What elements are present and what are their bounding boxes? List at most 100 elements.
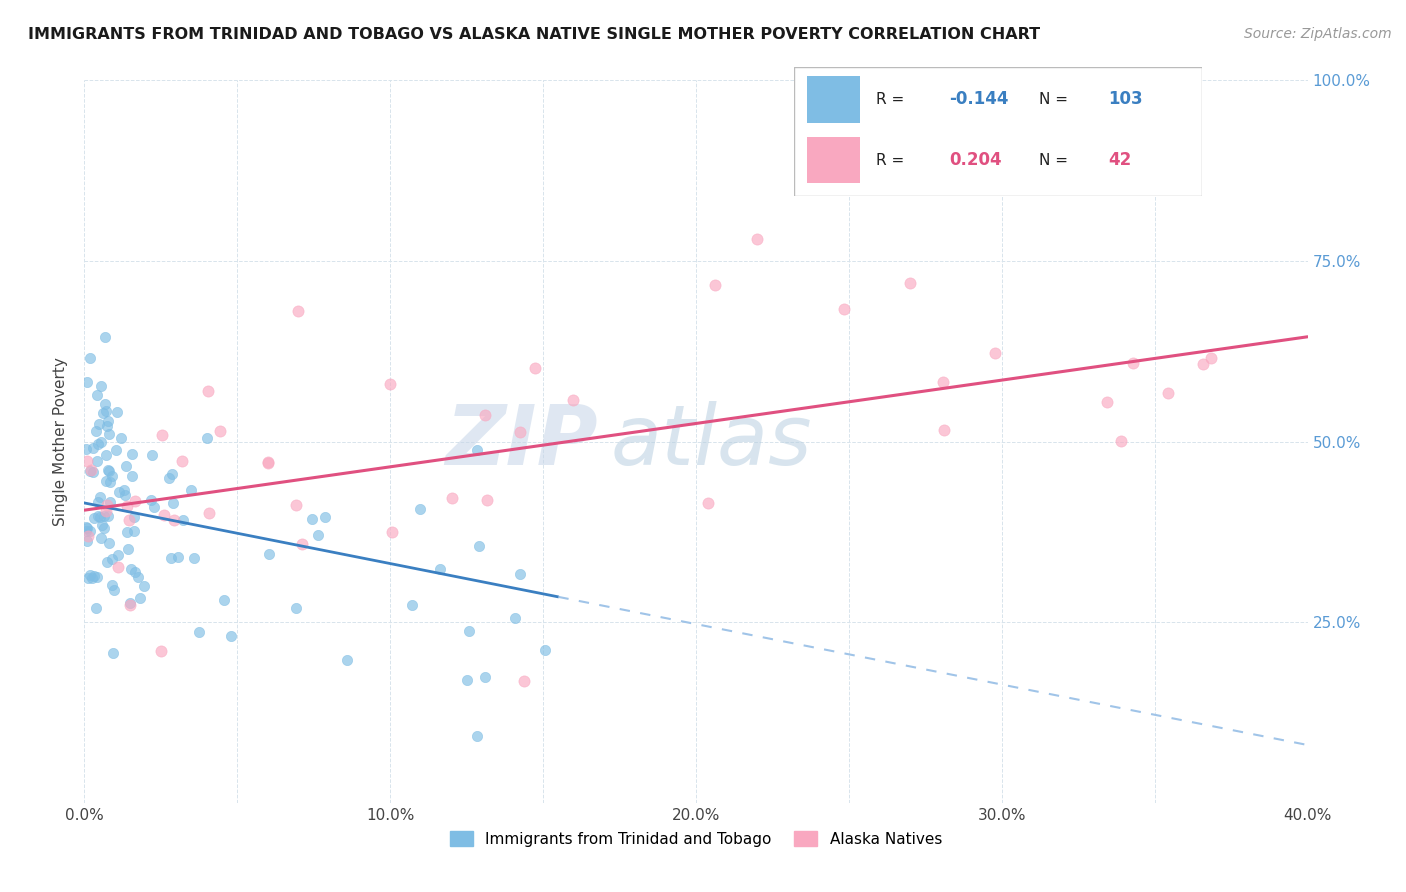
Point — [898, 276, 921, 290]
Point — [104, 442, 127, 457]
FancyBboxPatch shape — [807, 136, 859, 184]
Point — [152, 508, 174, 522]
Point — [118, 513, 141, 527]
Point — [115, 525, 138, 540]
Point — [747, 232, 769, 246]
Point — [197, 384, 219, 399]
Point — [90, 435, 112, 450]
Point — [89, 510, 111, 524]
Point — [76, 529, 98, 543]
Point — [172, 513, 194, 527]
Point — [86, 387, 108, 401]
Point — [79, 351, 101, 366]
Point — [105, 405, 128, 419]
Point — [477, 492, 499, 507]
Point — [100, 552, 122, 566]
Point — [307, 528, 329, 542]
Text: 103: 103 — [1108, 90, 1143, 108]
Point — [124, 493, 146, 508]
Point — [76, 534, 98, 549]
Point — [160, 550, 183, 565]
Point — [562, 393, 585, 408]
Point — [129, 591, 152, 605]
Point — [832, 302, 855, 317]
Point — [257, 455, 280, 469]
Point — [214, 593, 236, 607]
Point — [118, 596, 141, 610]
Point — [314, 510, 336, 524]
Point — [96, 555, 118, 569]
Point — [984, 345, 1007, 359]
Text: N =: N = — [1039, 153, 1073, 168]
Point — [457, 624, 479, 639]
Point — [208, 424, 231, 438]
Point — [83, 569, 105, 583]
Point — [96, 498, 118, 512]
Point — [96, 403, 118, 417]
Point — [150, 643, 173, 657]
Point — [86, 454, 108, 468]
Point — [1191, 357, 1213, 371]
Point — [90, 531, 112, 545]
Point — [114, 488, 136, 502]
Point — [127, 570, 149, 584]
Point — [465, 729, 488, 743]
Point — [93, 330, 115, 344]
Point — [90, 379, 112, 393]
Point — [287, 304, 309, 318]
Point — [219, 629, 242, 643]
Point — [101, 646, 124, 660]
Point — [523, 360, 546, 375]
Point — [80, 571, 103, 585]
Point — [1199, 351, 1222, 365]
Text: Source: ZipAtlas.com: Source: ZipAtlas.com — [1244, 27, 1392, 41]
Point — [96, 474, 118, 488]
Point — [94, 397, 117, 411]
Point — [100, 578, 122, 592]
Point — [1122, 356, 1144, 370]
Point — [465, 443, 488, 458]
Point — [97, 427, 120, 442]
Point — [117, 500, 139, 514]
Point — [97, 508, 120, 523]
Point — [301, 512, 323, 526]
Point — [96, 415, 118, 429]
Point — [91, 517, 114, 532]
Point — [115, 459, 138, 474]
Point — [98, 475, 121, 489]
Point — [80, 462, 103, 476]
Text: -0.144: -0.144 — [949, 90, 1010, 108]
Point — [696, 496, 718, 510]
Point — [197, 507, 219, 521]
Point — [79, 567, 101, 582]
Point — [513, 673, 536, 688]
Point — [932, 423, 955, 437]
Point — [107, 548, 129, 562]
Point — [79, 464, 101, 478]
Point — [117, 541, 139, 556]
Point — [87, 508, 110, 523]
Text: ZIP: ZIP — [446, 401, 598, 482]
Point — [97, 464, 120, 478]
Point — [100, 468, 122, 483]
Point — [93, 521, 115, 535]
Point — [76, 454, 98, 468]
Text: R =: R = — [876, 92, 910, 107]
Point — [121, 468, 143, 483]
Point — [474, 409, 496, 423]
Point — [468, 539, 491, 553]
Text: R =: R = — [876, 153, 910, 168]
Point — [97, 462, 120, 476]
Point — [87, 495, 110, 509]
Point — [98, 536, 121, 550]
Point — [124, 565, 146, 579]
Point — [96, 418, 118, 433]
Y-axis label: Single Mother Poverty: Single Mother Poverty — [53, 357, 69, 526]
Point — [503, 611, 526, 625]
Point — [83, 511, 105, 525]
Point — [76, 521, 98, 535]
Point — [84, 601, 107, 615]
Point — [91, 406, 114, 420]
Point — [93, 509, 115, 524]
Point — [285, 498, 308, 512]
